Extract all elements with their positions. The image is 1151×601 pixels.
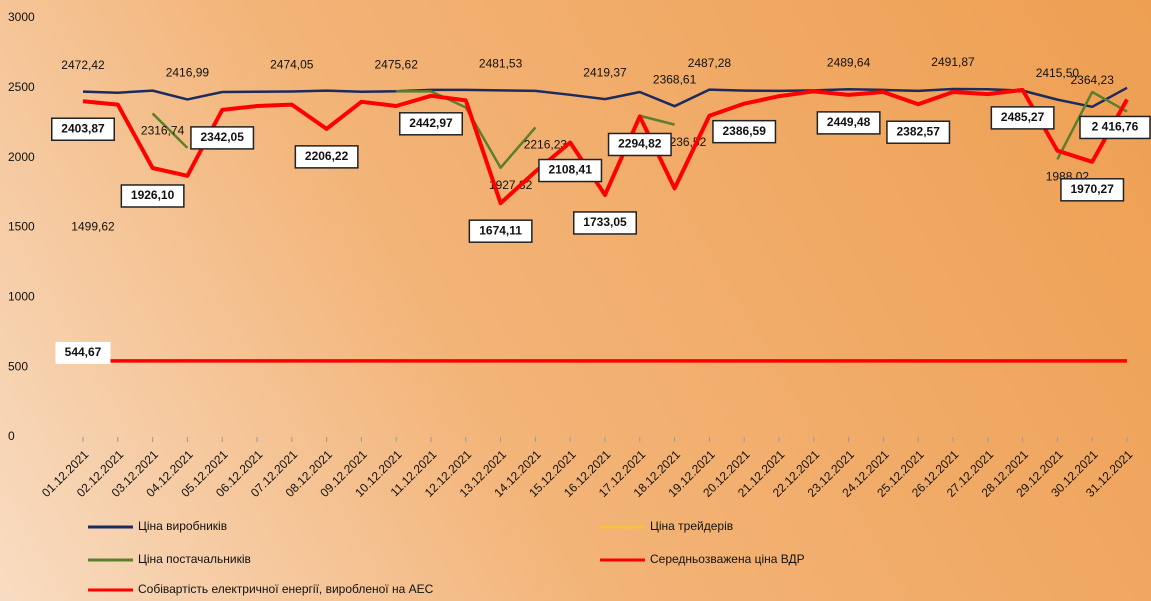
data-label: 2485,27 <box>1001 110 1045 124</box>
data-label: 2294,82 <box>618 137 662 151</box>
data-label: 2108,41 <box>549 163 593 177</box>
data-label-box <box>468 219 533 243</box>
data-label-box <box>55 341 111 364</box>
legend-label: Ціна трейдерів <box>650 519 733 533</box>
series-line <box>82 87 1129 206</box>
data-label: 1499,62 <box>71 220 115 234</box>
data-label: 2368,61 <box>653 72 697 86</box>
data-label-box <box>190 126 255 150</box>
data-label: 2475,62 <box>375 57 419 71</box>
data-label-box <box>990 106 1055 130</box>
data-label: 1970,27 <box>1071 182 1115 196</box>
data-label: 544,67 <box>65 345 102 359</box>
data-label: 2316,74 <box>141 124 185 138</box>
legend-label: Середньозважена ціна ВДР <box>650 552 805 566</box>
series-line <box>1056 90 1128 160</box>
y-tick-label: 3000 <box>8 10 35 24</box>
data-label-box <box>886 120 951 144</box>
data-label-box <box>120 184 185 208</box>
data-label: 2216,23 <box>524 138 568 152</box>
data-label-box <box>573 211 637 235</box>
y-tick-label: 1500 <box>8 220 35 234</box>
series-line <box>82 86 1128 109</box>
y-tick-label: 2500 <box>8 80 35 94</box>
y-tick-label: 1000 <box>8 290 35 304</box>
data-label: 2419,37 <box>583 65 627 79</box>
data-label: 2481,53 <box>479 57 523 71</box>
data-label: 2489,64 <box>827 55 871 69</box>
data-label: 2382,57 <box>897 124 941 138</box>
data-label: 2342,05 <box>201 130 245 144</box>
data-label: 2487,28 <box>688 56 732 70</box>
data-label: 1674,11 <box>479 223 522 237</box>
data-label: 2449,48 <box>827 115 871 129</box>
data-label: 2474,05 <box>270 58 314 72</box>
series-line <box>151 112 189 149</box>
series-line <box>639 114 675 126</box>
legend-label: Ціна постачальників <box>138 552 251 566</box>
data-label-box <box>816 111 881 135</box>
data-label-box <box>712 119 777 144</box>
data-label: 2206,22 <box>305 149 349 163</box>
legend-label: Ціна виробників <box>138 519 227 533</box>
data-label-box <box>51 117 115 142</box>
data-label: 2403,87 <box>61 121 105 135</box>
y-tick-label: 0 <box>8 429 15 443</box>
y-tick-label: 2000 <box>8 150 35 164</box>
data-label: 2416,99 <box>166 66 210 80</box>
data-label: 1733,05 <box>583 215 627 229</box>
data-label: 2442,97 <box>409 116 453 130</box>
data-label: 2472,42 <box>61 58 105 72</box>
data-label: 2 416,76 <box>1092 120 1139 134</box>
data-label-box <box>294 145 359 169</box>
data-label-box <box>538 158 603 183</box>
data-label: 2364,23 <box>1071 73 1115 87</box>
data-label: 1926,10 <box>131 188 175 202</box>
data-label-box <box>1079 115 1151 140</box>
series-line <box>396 90 537 169</box>
data-label-box <box>1060 178 1125 202</box>
data-label: 2386,59 <box>723 124 767 138</box>
y-tick-label: 500 <box>8 359 28 373</box>
data-label: 2491,87 <box>931 55 975 69</box>
data-label-box <box>607 132 672 157</box>
data-label: 2415,50 <box>1036 66 1080 80</box>
data-label-box <box>399 112 463 136</box>
legend-label: Собівартість електричної енергії, виробл… <box>138 582 434 596</box>
